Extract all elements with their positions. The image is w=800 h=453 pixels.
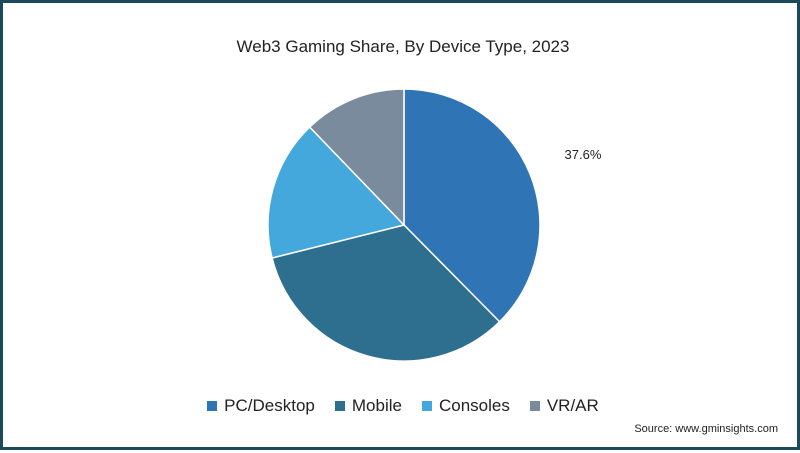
pie-slice-mobile [271, 224, 501, 362]
chart-legend: PC/Desktop Mobile Consoles VR/AR [3, 396, 800, 416]
legend-swatch-consoles [421, 401, 432, 411]
legend-label-vr-ar: VR/AR [546, 396, 599, 415]
source-note: Source: www.gminsights.com [634, 423, 778, 435]
legend-label-mobile: Mobile [351, 396, 402, 415]
legend-swatch-mobile [334, 401, 345, 411]
pie-slice-pc-desktop [403, 88, 541, 323]
legend-item-pc-desktop: PC/Desktop [207, 396, 315, 416]
pie-data-labels: 37.6% [565, 147, 602, 162]
pie-slice-consoles [267, 125, 406, 259]
legend-item-consoles: Consoles [421, 396, 510, 416]
legend-item-mobile: Mobile [334, 396, 402, 416]
data-label-pc-desktop: 37.6% [565, 147, 602, 162]
legend-swatch-vr-ar [529, 401, 540, 411]
pie-chart: 37.6% [267, 88, 602, 362]
pie-slices [267, 88, 541, 362]
pie-slice-vr-ar [308, 88, 405, 227]
legend-swatch-pc-desktop [207, 401, 218, 411]
legend-label-pc-desktop: PC/Desktop [224, 396, 315, 415]
legend-item-vr-ar: VR/AR [529, 396, 599, 416]
legend-label-consoles: Consoles [438, 396, 510, 415]
chart-title: Web3 Gaming Share, By Device Type, 2023 [236, 37, 570, 56]
